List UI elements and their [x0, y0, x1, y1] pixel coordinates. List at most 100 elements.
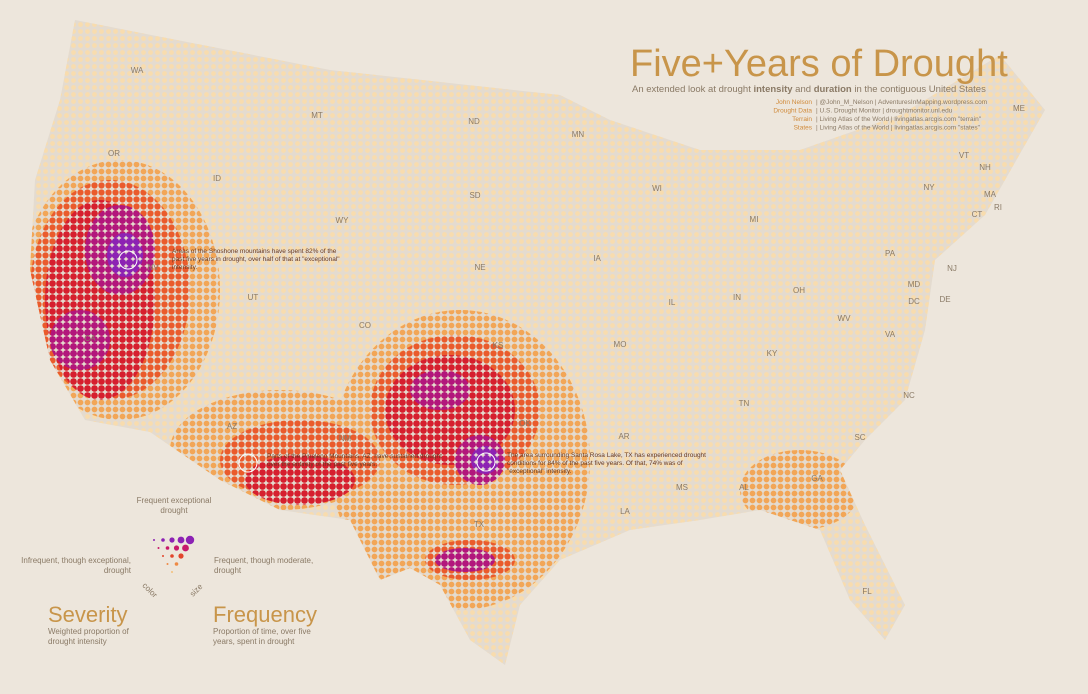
legend-dot [178, 553, 184, 559]
state-label: CA [84, 334, 96, 343]
subtitle-part: in the contiguous United States [852, 84, 986, 95]
state-label: DC [908, 297, 920, 306]
state-label: VT [959, 151, 969, 160]
state-label: AL [739, 483, 749, 492]
legend-text: Infrequent, though exceptional, drought [21, 556, 132, 575]
state-label: WV [838, 314, 852, 323]
state-label: UT [248, 293, 259, 302]
state-label: VA [885, 330, 896, 339]
legend-dot [169, 537, 175, 543]
credit-label: Terrain [792, 116, 812, 123]
state-label: WI [652, 184, 662, 193]
legend-dot [185, 535, 195, 545]
state-label: NJ [947, 264, 957, 273]
state-label: CT [972, 210, 983, 219]
state-label: AZ [227, 422, 237, 431]
annotation: Parts of the Pinaleno Mountains, AZ, hav… [267, 453, 442, 468]
state-label: MT [311, 111, 323, 120]
legend-glyph [153, 535, 195, 573]
legend-dot [174, 562, 179, 566]
state-label: SD [469, 191, 480, 200]
state-label: DE [939, 295, 950, 304]
subtitle-part: An extended look at drought [632, 84, 753, 95]
credit-text: | Living Atlas of the World | livingatla… [816, 125, 981, 132]
annotation: Areas of the Shoshone mountains have spe… [172, 248, 340, 271]
annotation-text: Parts of the Pinaleno Mountains, AZ, hav… [267, 453, 442, 468]
credit-text: | @John_M_Nelson | AdventuresInMapping.w… [816, 99, 987, 106]
legend-part: Infrequent, though exceptional, drought [21, 556, 132, 575]
subtitle-part: and [793, 84, 814, 95]
legend-text: Proportion of time, over five years, spen… [213, 627, 311, 646]
state-label: NC [903, 391, 915, 400]
state-label: WA [131, 66, 144, 75]
state-label: OK [519, 419, 531, 428]
state-label: ND [468, 117, 480, 126]
annotation-text: Areas of the Shoshone mountains have spe… [172, 248, 340, 271]
state-label: IL [669, 298, 676, 307]
state-label: IN [733, 293, 741, 302]
credit-label: John Nelson [776, 99, 813, 106]
legend-text: Weighted proportion of drought intensity [48, 627, 130, 646]
title: Five+Years of Drought [630, 43, 1008, 85]
state-label: TX [474, 520, 485, 529]
annotation: The area surrounding Santa Rosa Lake, TX… [507, 452, 706, 475]
legend-text: Severity [48, 602, 127, 627]
state-label: MN [572, 130, 585, 139]
subtitle-part: intensity [753, 84, 793, 95]
legend-dot [157, 547, 160, 549]
legend-dot [171, 571, 173, 573]
state-label: NM [339, 434, 352, 443]
callout-ring [238, 453, 258, 473]
callout-ring [118, 250, 138, 270]
state-label: NH [979, 163, 991, 172]
subtitle-part: duration [814, 84, 852, 95]
legend-text: Frequent exceptional drought [137, 496, 212, 515]
state-label: MO [614, 340, 627, 349]
state-label: CO [359, 321, 371, 330]
callout-ring [476, 452, 496, 472]
legend-dot [182, 544, 189, 552]
state-label: AR [618, 432, 629, 441]
state-label: WY [336, 216, 350, 225]
state-label: MD [908, 280, 921, 289]
legend-text: color [140, 581, 159, 600]
state-label: ID [213, 174, 221, 183]
credit-text: | U.S. Drought Monitor | droughtmonitor.… [816, 108, 953, 115]
state-label: NE [474, 263, 485, 272]
state-label: MS [676, 483, 688, 492]
legend-part: Frequent, though moderate, drought [214, 556, 313, 575]
state-label: RI [994, 203, 1002, 212]
state-label: MA [984, 190, 997, 199]
state-label: MI [750, 215, 759, 224]
state-label: PA [885, 249, 896, 258]
credit-label: States [794, 125, 813, 132]
state-label: NV [147, 263, 159, 272]
state-label: NY [923, 183, 935, 192]
state-label: FL [862, 587, 872, 596]
legend-part: Weighted proportion of drought intensity [48, 627, 130, 646]
state-label: TN [739, 399, 750, 408]
legend-dot [170, 554, 174, 558]
state-label: OR [108, 149, 120, 158]
state-label: LA [620, 507, 630, 516]
legend-dot [161, 538, 165, 542]
subtitle: An extended look at drought intensity an… [632, 84, 986, 95]
state-label: SC [854, 433, 865, 442]
credit-text: | Living Atlas of the World | livingatla… [816, 116, 982, 123]
legend-dot [173, 545, 180, 551]
state-label: KY [767, 349, 778, 358]
legend-text: Frequent, though moderate, drought [214, 556, 313, 575]
legend-dot [165, 546, 170, 550]
state-label: GA [811, 474, 823, 483]
legend-dot [153, 539, 155, 541]
state-label: ME [1013, 104, 1025, 113]
legend-text: Frequency [213, 602, 317, 627]
credit-label: Drought Data [773, 108, 812, 115]
state-label: IA [593, 254, 601, 263]
legend-part: Frequent exceptional drought [137, 496, 212, 515]
annotation-text: The area surrounding Santa Rosa Lake, TX… [507, 452, 706, 475]
legend-dot [166, 563, 169, 565]
legend-text: size [188, 582, 205, 599]
state-label: KS [493, 341, 504, 350]
